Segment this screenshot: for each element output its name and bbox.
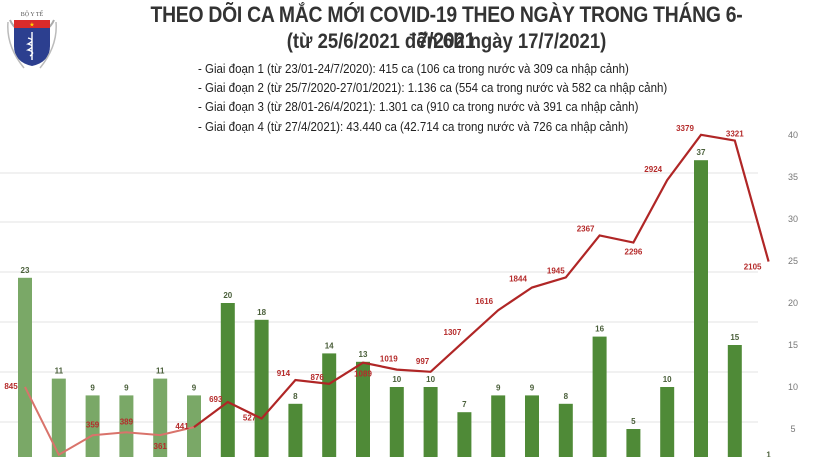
- bar: [85, 395, 100, 457]
- bar-value-label: 13: [359, 350, 368, 359]
- line-value-label: 2367: [577, 224, 595, 233]
- line-value-label: 1945: [547, 266, 565, 275]
- svg-text:★: ★: [29, 22, 34, 29]
- bar-value-label: 8: [293, 392, 298, 401]
- line-segment-late: [193, 133, 770, 429]
- bar-value-label: 9: [496, 383, 501, 392]
- bar-value-label: 37: [697, 148, 706, 157]
- bar-value-label: 1: [766, 451, 771, 457]
- bar-value-label: 9: [530, 383, 535, 392]
- line-value-label: 914: [277, 369, 291, 378]
- bar-value-label: 18: [257, 308, 266, 317]
- chart-title: THEO DÕI CA MẮC MỚI COVID-19 THEO NGÀY T…: [150, 2, 743, 53]
- line-value-label: 997: [416, 357, 430, 366]
- bar: [153, 378, 168, 457]
- line-value-label: 3321: [726, 130, 744, 139]
- logo-text-top: BỘ Y TẾ: [21, 10, 44, 18]
- line-value-label: 876: [311, 373, 325, 382]
- line-value-label: 389: [120, 417, 134, 426]
- note-phase-1: - Giai đoạn 1 (từ 23/01-24/7/2020): 415 …: [198, 62, 629, 76]
- chart-subtitle: (từ 25/6/2021 đến 6h ngày 17/7/2021): [286, 30, 607, 53]
- bar: [322, 353, 337, 457]
- gridlines: [0, 172, 758, 423]
- line-value-label: 359: [86, 420, 100, 429]
- bar-value-label: 9: [192, 383, 197, 392]
- axis-tick-label: 15: [788, 340, 798, 350]
- axis-tick-label: 40: [788, 130, 798, 140]
- line-series: 8451643593893614416935279148761089101999…: [4, 124, 770, 457]
- bar-value-label: 11: [156, 367, 165, 376]
- bar-value-label: 8: [564, 392, 569, 401]
- bar-value-label: 5: [631, 417, 636, 426]
- bar: [288, 403, 303, 457]
- axis-tick-label: 10: [788, 382, 798, 392]
- line-value-label: 441: [175, 422, 189, 431]
- line-value-label: 527: [243, 414, 257, 423]
- axis-tick-label: 5: [790, 424, 795, 434]
- bar: [491, 395, 506, 457]
- bar: [457, 412, 472, 457]
- bar: [389, 387, 404, 457]
- bar-value-label: 10: [392, 375, 401, 384]
- line-value-label: 1616: [475, 297, 493, 306]
- line-value-label: 2105: [744, 263, 762, 272]
- bar: [660, 387, 675, 457]
- note-phase-4: - Giai đoạn 4 (từ 27/4/2021): 43.440 ca …: [198, 119, 629, 134]
- bar: [694, 160, 708, 457]
- note-phase-2: - Giai đoạn 2 (từ 25/7/2020-27/01/2021):…: [198, 81, 668, 96]
- line-value-label: 2924: [644, 165, 662, 174]
- bar: [220, 303, 235, 457]
- line-value-label: 845: [4, 382, 18, 391]
- line-value-label: 1019: [380, 355, 398, 364]
- axis-tick-label: 20: [788, 298, 798, 308]
- bar-value-label: 15: [730, 333, 739, 342]
- axis-tick-label: 35: [788, 172, 798, 182]
- note-phase-3: - Giai đoạn 3 (từ 28/01-26/4/2021): 1.30…: [198, 100, 639, 115]
- line-value-label: 1089: [354, 370, 372, 379]
- bar: [423, 387, 438, 457]
- line-value-label: 693: [209, 395, 223, 404]
- bar-value-label: 10: [663, 375, 672, 384]
- bar: [727, 345, 742, 457]
- bar-value-label: 20: [223, 291, 232, 300]
- bar-value-label: 10: [426, 375, 435, 384]
- bar: [525, 395, 539, 457]
- bar: [119, 395, 134, 457]
- bar: [356, 361, 370, 457]
- right-axis: 5 10 15 20 25 30 35 40: [788, 130, 798, 434]
- line-value-label: 1307: [444, 328, 462, 337]
- bar-value-label: 9: [90, 383, 95, 392]
- bar: [626, 429, 641, 457]
- bar: [592, 336, 607, 457]
- line-value-label: 361: [154, 442, 168, 451]
- ministry-of-health-logo: ★ BỘ Y TẾ: [7, 10, 57, 69]
- bar-value-label: 16: [595, 325, 604, 334]
- bar-value-label: 23: [21, 266, 30, 275]
- bar-value-label: 11: [55, 367, 64, 376]
- bar-value-label: 7: [462, 400, 467, 409]
- bar-value-label: 14: [325, 341, 334, 350]
- bar: [18, 277, 32, 457]
- bar-value-label: 9: [124, 383, 129, 392]
- phase-notes: - Giai đoạn 1 (từ 23/01-24/7/2020): 415 …: [198, 60, 667, 137]
- axis-tick-label: 25: [788, 256, 798, 266]
- axis-tick-label: 30: [788, 214, 798, 224]
- bar-series: 23 11 9 9 11 9 20 18 8 14 13 10 10 7 9 9 8 16 5 10 37 15 1: [18, 148, 771, 457]
- bar: [51, 378, 66, 457]
- line-segment-early: [24, 386, 195, 457]
- bar: [254, 319, 269, 457]
- line-value-label: 1844: [509, 275, 527, 284]
- bar: [558, 403, 573, 457]
- line-value-label: 3379: [676, 124, 694, 133]
- line-value-label: 2296: [625, 248, 643, 257]
